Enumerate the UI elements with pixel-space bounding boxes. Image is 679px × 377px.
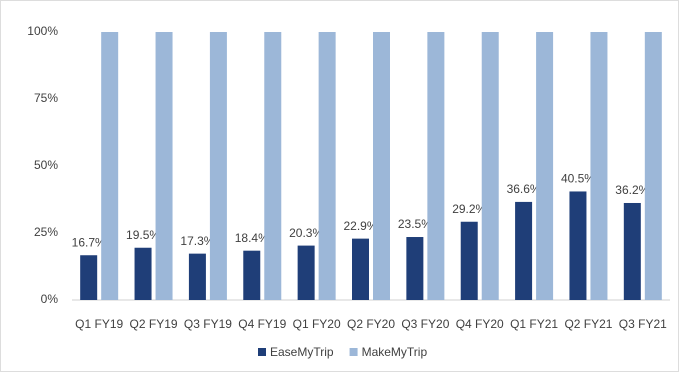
bar — [80, 255, 98, 300]
data-label: 22.9% — [343, 219, 377, 233]
bar — [427, 32, 445, 300]
x-tick-label: Q2 FY20 — [347, 317, 395, 331]
x-tick-label: Q1 FY20 — [293, 317, 341, 331]
data-label: 36.6% — [507, 182, 541, 196]
bar — [352, 238, 369, 300]
bar — [536, 32, 554, 300]
data-label: 17.3% — [180, 234, 214, 248]
bar — [373, 32, 390, 300]
bar — [209, 32, 227, 300]
bar — [188, 253, 206, 300]
bar — [460, 221, 478, 300]
bar — [569, 191, 587, 300]
bar — [297, 245, 315, 300]
bar — [243, 250, 261, 300]
x-tick-label: Q2 FY21 — [564, 317, 612, 331]
bar — [264, 32, 282, 300]
legend-swatch — [349, 348, 358, 356]
data-label: 19.5% — [126, 228, 160, 242]
bar — [406, 237, 424, 300]
bar — [623, 202, 641, 300]
data-label: 40.5% — [561, 172, 595, 186]
data-label: 23.5% — [398, 217, 432, 231]
x-tick-label: Q1 FY21 — [510, 317, 558, 331]
data-label: 18.4% — [235, 231, 269, 245]
x-tick-label: Q2 FY19 — [130, 317, 178, 331]
bar — [644, 32, 662, 300]
x-tick-label: Q1 FY19 — [75, 317, 123, 331]
data-label: 29.2% — [452, 202, 486, 216]
bar — [318, 32, 336, 300]
y-tick-label: 75% — [34, 91, 58, 105]
y-tick-label: 0% — [41, 292, 59, 306]
bar — [155, 32, 173, 300]
legend-swatch — [258, 348, 266, 356]
x-tick-label: Q4 FY20 — [456, 317, 504, 331]
data-label: 20.3% — [289, 226, 323, 240]
y-tick-label: 100% — [27, 24, 58, 38]
legend-label: MakeMyTrip — [362, 345, 428, 359]
legend-label: EaseMyTrip — [270, 345, 334, 359]
data-label: 36.2% — [615, 183, 649, 197]
y-tick-label: 25% — [34, 225, 58, 239]
bar — [515, 201, 533, 300]
data-label: 16.7% — [72, 235, 106, 249]
x-tick-label: Q3 FY19 — [184, 317, 232, 331]
bar — [590, 32, 608, 300]
bar — [134, 247, 152, 300]
x-tick-label: Q3 FY21 — [619, 317, 667, 331]
y-tick-label: 50% — [34, 158, 58, 172]
x-tick-label: Q3 FY20 — [401, 317, 449, 331]
bar — [101, 32, 119, 300]
x-tick-label: Q4 FY19 — [238, 317, 286, 331]
bar — [481, 32, 499, 300]
